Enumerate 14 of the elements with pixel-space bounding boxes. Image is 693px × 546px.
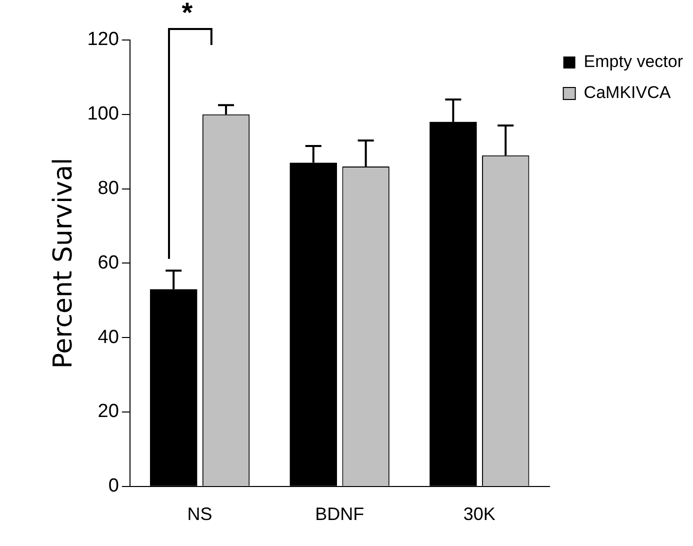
- y-axis-title: Percent Survival: [48, 158, 78, 369]
- x-tick-label: 30K: [463, 504, 496, 524]
- y-tick-label: 60: [98, 252, 119, 274]
- x-tick-label: BDNF: [315, 504, 364, 524]
- legend-label: Empty vector: [584, 52, 684, 72]
- y-tick-label: 0: [108, 476, 119, 497]
- y-tick-label: 100: [87, 104, 119, 125]
- legend-label: CaMKIVCA: [584, 83, 672, 102]
- y-tick-label: 20: [98, 401, 119, 422]
- y-tick-label: 120: [87, 29, 119, 50]
- text: *: [182, 0, 193, 28]
- y-tick-label: 80: [98, 178, 119, 200]
- y-tick-label: 40: [98, 326, 119, 348]
- x-tick-label: NS: [187, 504, 212, 524]
